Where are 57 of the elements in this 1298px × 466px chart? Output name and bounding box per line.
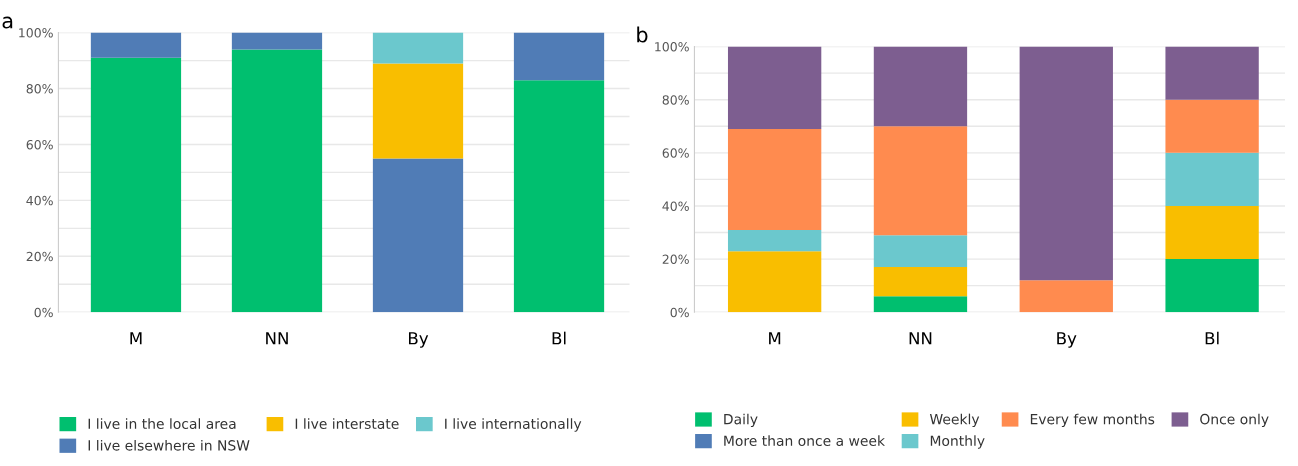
y-tick-label: 0% (34, 307, 53, 318)
x-tick-label: M (769, 332, 781, 345)
y-tick-label: 20% (26, 251, 53, 262)
bar (727, 128, 822, 230)
bar (1165, 152, 1259, 206)
y-tick-label: 80% (26, 84, 53, 94)
bar (873, 267, 968, 297)
y-tick-label: 80% (662, 95, 689, 105)
y-tick-label: 20% (662, 254, 689, 265)
legend-label: I live in the local area (88, 418, 236, 429)
legend-label: Once only (1200, 413, 1269, 428)
legend-label: I live elsewhere in NSW (88, 439, 250, 451)
bar (1165, 205, 1259, 260)
y-tick-label: 40% (662, 201, 689, 211)
bar (1019, 280, 1113, 313)
bar (873, 296, 968, 313)
legend-label: I live interstate (295, 418, 399, 429)
x-tick-label: NN (266, 332, 288, 345)
legend-label: Weekly (929, 413, 980, 428)
y-tick-label: 0% (670, 307, 689, 318)
x-tick-label: NN (909, 332, 932, 345)
bar (1165, 99, 1259, 153)
legend-label: I live internationally (445, 418, 582, 432)
y-tick-label: 100% (655, 42, 689, 52)
legend-label: Daily (724, 413, 758, 428)
bar (1019, 46, 1113, 281)
bar (372, 158, 464, 313)
bar (727, 229, 822, 252)
bar (1165, 46, 1259, 100)
x-tick-label: Bl (1205, 331, 1219, 345)
bar (873, 126, 968, 236)
y-tick-label: 100% (19, 28, 53, 38)
legend-label: Every few months (1030, 413, 1155, 428)
bar (873, 46, 968, 127)
y-tick-label: 40% (26, 195, 53, 206)
x-tick-label: By (408, 332, 429, 348)
bar (513, 80, 605, 313)
bar (727, 46, 822, 129)
bar (372, 32, 464, 64)
bar (727, 251, 822, 313)
y-tick-label: 60% (26, 139, 53, 150)
text: b (637, 26, 648, 43)
legend-label: Monthly (930, 435, 985, 449)
bar (372, 63, 464, 159)
bar (513, 32, 605, 81)
bar (231, 32, 323, 50)
bar (90, 57, 182, 313)
x-tick-label: Bl (552, 331, 566, 345)
x-tick-label: By (1057, 332, 1077, 348)
bar (231, 49, 323, 313)
bar (90, 32, 182, 58)
bar (873, 235, 968, 268)
legend-label: More than once a week (724, 435, 885, 447)
x-tick-label: M (130, 332, 142, 345)
bar (1165, 259, 1259, 313)
text: a (2, 16, 13, 29)
y-tick-label: 60% (662, 148, 689, 158)
